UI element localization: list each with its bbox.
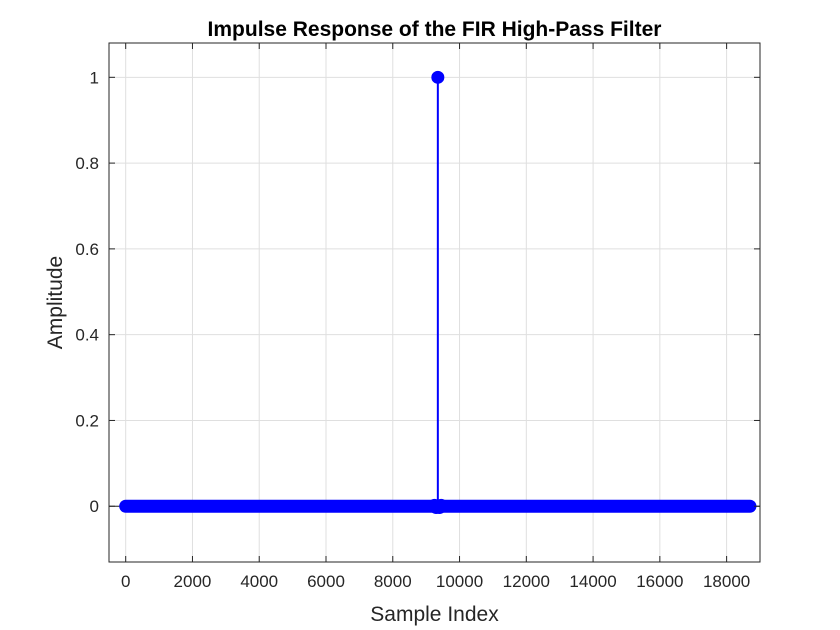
x-tick-label: 14000 xyxy=(569,572,616,591)
y-axis-label: Amplitude xyxy=(44,256,67,349)
y-tick-label: 0 xyxy=(90,497,99,516)
y-axis-ticks: 0 0.2 0.4 0.6 0.8 1 xyxy=(75,68,760,516)
x-tick-label: 6000 xyxy=(307,572,345,591)
x-tick-label: 12000 xyxy=(503,572,550,591)
plot-frame xyxy=(108,42,761,563)
peak-marker xyxy=(431,70,445,84)
chart-axes: 0 2000 4000 6000 8000 10000 12000 14000 16000 180… xyxy=(75,42,761,591)
data-series xyxy=(119,70,757,515)
x-tick-label: 10000 xyxy=(436,572,483,591)
stem-marker xyxy=(434,498,448,512)
y-tick-label: 0.4 xyxy=(75,326,99,345)
chart-title: Impulse Response of the FIR High-Pass Fi… xyxy=(208,18,662,41)
y-tick-label: 0.2 xyxy=(75,411,99,430)
x-axis-ticks: 0 2000 4000 6000 8000 10000 12000 14000 16000 180… xyxy=(121,43,750,591)
plot-area xyxy=(109,43,760,562)
x-tick-label: 8000 xyxy=(374,572,412,591)
x-axis-label: Sample Index xyxy=(370,603,499,626)
y-tick-label: 0.8 xyxy=(75,154,99,173)
x-tick-label: 2000 xyxy=(174,572,212,591)
x-tick-label: 16000 xyxy=(636,572,683,591)
x-tick-label: 0 xyxy=(121,572,130,591)
x-tick-label: 4000 xyxy=(240,572,278,591)
y-tick-label: 0.6 xyxy=(75,240,99,259)
x-tick-label: 18000 xyxy=(703,572,750,591)
y-tick-label: 1 xyxy=(90,68,99,87)
